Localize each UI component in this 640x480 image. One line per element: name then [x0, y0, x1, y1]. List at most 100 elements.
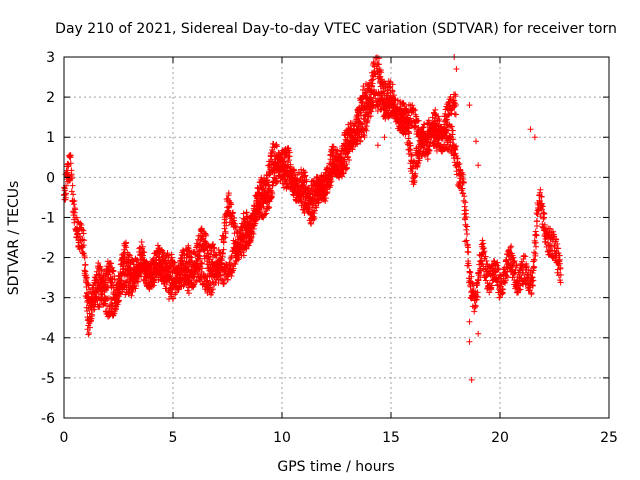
data-point — [511, 258, 518, 265]
data-point — [367, 113, 374, 120]
data-point — [349, 134, 356, 141]
data-point — [466, 338, 473, 345]
x-tick-label: 25 — [600, 430, 618, 446]
data-point — [462, 238, 469, 245]
data-point — [553, 236, 560, 243]
data-point — [211, 245, 218, 252]
data-point — [502, 277, 509, 284]
data-point — [474, 293, 481, 300]
data-point — [329, 173, 336, 180]
data-point — [474, 282, 481, 289]
data-point — [466, 318, 473, 325]
data-point — [520, 252, 527, 259]
data-point — [374, 107, 381, 114]
data-point — [343, 137, 350, 144]
y-tick-label: 0 — [46, 170, 55, 186]
data-point — [412, 170, 419, 177]
data-point — [319, 178, 326, 185]
data-point — [73, 214, 80, 221]
data-point — [184, 287, 191, 294]
data-point — [460, 190, 467, 197]
data-point — [468, 376, 475, 383]
data-point — [84, 299, 91, 306]
data-point — [240, 210, 247, 217]
data-point — [473, 296, 480, 303]
data-point — [95, 259, 102, 266]
data-point — [83, 274, 90, 281]
data-point — [232, 224, 239, 231]
x-tick-label: 20 — [491, 430, 509, 446]
data-point — [97, 264, 104, 271]
data-point — [456, 160, 463, 167]
data-point — [265, 181, 272, 188]
data-point — [409, 102, 416, 109]
data-point — [110, 268, 117, 275]
data-point — [556, 260, 563, 267]
data-point — [462, 216, 469, 223]
data-point — [459, 185, 466, 192]
data-point — [280, 162, 287, 169]
data-point — [531, 256, 538, 263]
data-point — [123, 239, 130, 246]
data-point — [445, 112, 452, 119]
data-point — [328, 178, 335, 185]
data-point — [383, 95, 390, 102]
data-point — [270, 148, 277, 155]
data-point — [210, 241, 217, 248]
data-point — [281, 164, 288, 171]
data-point — [81, 237, 88, 244]
data-point — [480, 249, 487, 256]
data-point — [421, 121, 428, 128]
data-point — [282, 167, 289, 174]
y-tick-label: -5 — [41, 371, 55, 387]
data-point — [385, 101, 392, 108]
data-point — [523, 263, 530, 270]
x-tick-label: 5 — [169, 430, 178, 446]
data-point — [401, 129, 408, 136]
chart-title: Day 210 of 2021, Sidereal Day-to-day VTE… — [55, 21, 617, 37]
data-point — [357, 137, 364, 144]
data-point — [212, 251, 219, 258]
data-point — [134, 278, 141, 285]
y-tick-label: 1 — [46, 130, 55, 146]
data-point — [247, 235, 254, 242]
data-point — [117, 277, 124, 284]
data-point — [530, 277, 537, 284]
data-point — [129, 288, 136, 295]
data-point — [430, 122, 437, 129]
data-point — [209, 289, 216, 296]
data-point — [482, 253, 489, 260]
y-tick-label: -6 — [41, 411, 55, 427]
data-point — [331, 160, 338, 167]
data-point — [452, 111, 459, 118]
data-point — [532, 243, 539, 250]
data-point — [191, 273, 198, 280]
data-point — [235, 236, 242, 243]
data-point — [220, 280, 227, 287]
data-point — [272, 180, 279, 187]
data-point — [230, 209, 237, 216]
data-point — [375, 61, 382, 68]
data-point — [554, 245, 561, 252]
data-point — [499, 286, 506, 293]
data-point — [210, 244, 217, 251]
data-point — [464, 230, 471, 237]
data-point — [510, 270, 517, 277]
y-tick-label: -2 — [41, 251, 55, 267]
data-point — [424, 156, 431, 163]
data-point — [405, 135, 412, 142]
data-point — [437, 143, 444, 150]
data-point — [115, 298, 122, 305]
data-point — [86, 329, 93, 336]
data-point — [481, 248, 488, 255]
data-point — [508, 243, 515, 250]
data-point — [241, 234, 248, 241]
data-point — [395, 112, 402, 119]
data-point — [537, 186, 544, 193]
data-point — [346, 147, 353, 154]
data-point — [243, 245, 250, 252]
data-point — [110, 294, 117, 301]
data-point — [96, 282, 103, 289]
data-point — [484, 271, 491, 278]
